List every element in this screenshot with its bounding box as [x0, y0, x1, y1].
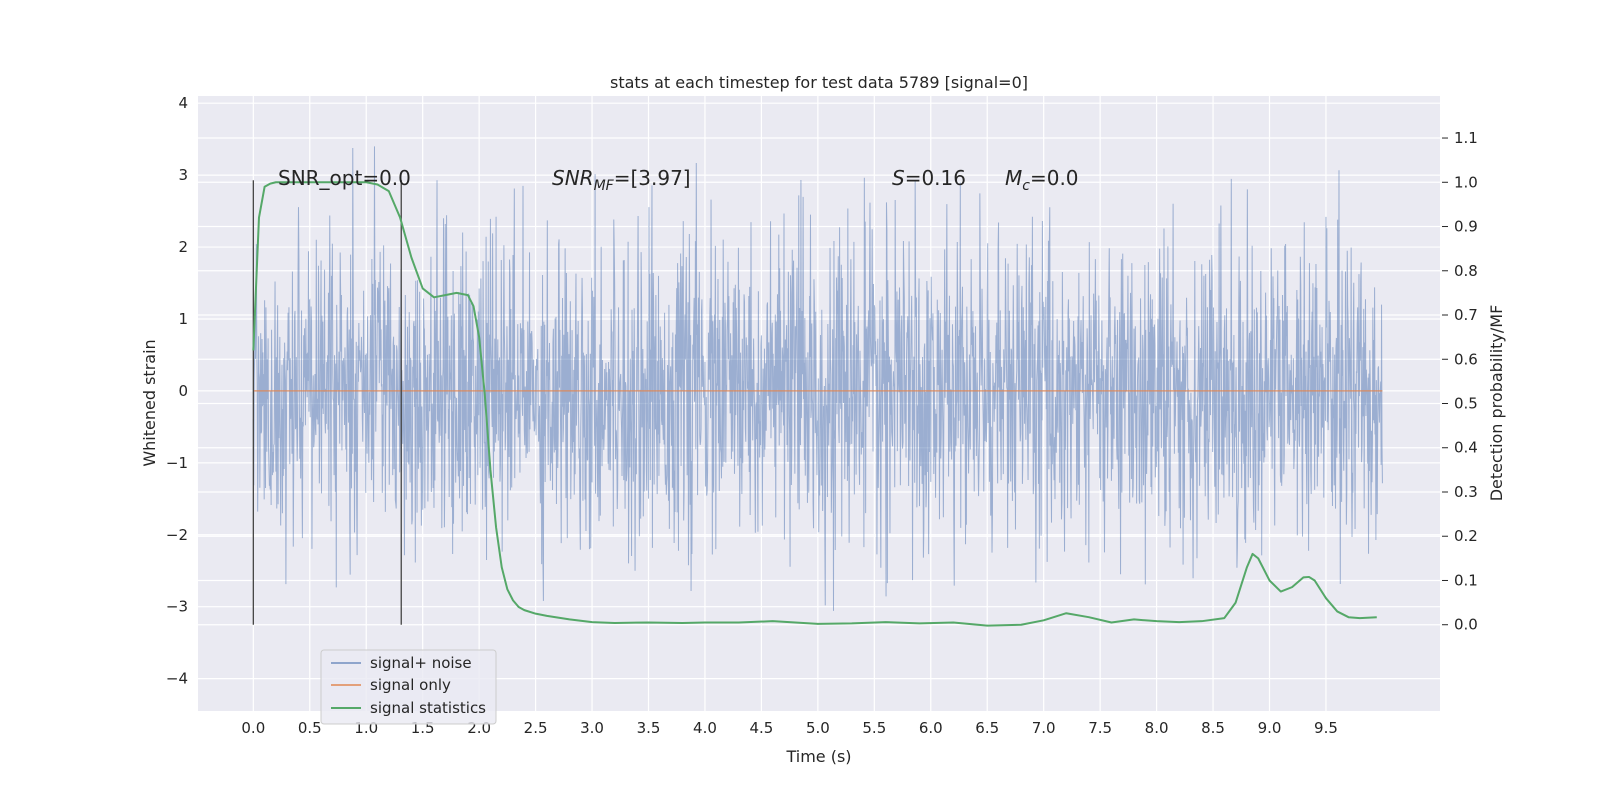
y2-tick-label: 0.1 — [1454, 571, 1478, 589]
y2-tick-label: 0.0 — [1454, 616, 1478, 634]
y2-tick-label: 1.1 — [1454, 129, 1478, 147]
x-tick-label: 3.5 — [637, 719, 661, 737]
legend: signal+ noise signal only signal statist… — [320, 649, 497, 725]
x-tick-label: 4.5 — [749, 719, 773, 737]
annotation-snr-opt: SNR_opt=0.0 — [278, 166, 411, 190]
series-signal-plus-noise — [252, 146, 1383, 611]
y-axis-label: Whitened strain — [140, 339, 159, 466]
y2-tick-label: 0.3 — [1454, 483, 1478, 501]
y2-tick-label: 0.5 — [1454, 395, 1478, 413]
x-tick-label: 7.0 — [1032, 719, 1056, 737]
x-tick-label: 5.5 — [862, 719, 886, 737]
y2-tick-label: 1.0 — [1454, 173, 1478, 191]
x-tick-label: 4.0 — [693, 719, 717, 737]
x-tick-label: 9.0 — [1258, 719, 1282, 737]
legend-box — [320, 649, 497, 725]
y-tick-label: −2 — [166, 526, 188, 544]
legend-label-signal-plus-noise: signal+ noise — [370, 654, 472, 672]
x-tick-label: 9.5 — [1314, 719, 1338, 737]
legend-label-signal-only: signal only — [370, 676, 451, 694]
annotation-mc: Mc=0.0 — [1005, 166, 1079, 194]
x-tick-label: 5.0 — [806, 719, 830, 737]
y2-tick-label: 0.8 — [1454, 262, 1478, 280]
x-tick-label: 6.5 — [975, 719, 999, 737]
ticks: 0.0 0.5 1.0 1.5 2.0 2.5 3.0 3.5 4.0 4.5 5.0 5.5 6.0 6… — [166, 94, 1478, 737]
x-tick-label: 8.5 — [1201, 719, 1225, 737]
x-tick-label: 8.0 — [1145, 719, 1169, 737]
signal-plus-noise-line — [252, 146, 1383, 611]
y-tick-label: 0 — [178, 382, 188, 400]
y2-tick-label: 0.9 — [1454, 218, 1478, 236]
y2-tick-label: 0.4 — [1454, 439, 1478, 457]
legend-label-signal-statistics: signal statistics — [370, 699, 486, 717]
y-tick-label: 1 — [178, 310, 188, 328]
x-tick-label: 0.5 — [298, 719, 322, 737]
y-tick-label: −4 — [166, 670, 188, 688]
chart-title: stats at each timestep for test data 578… — [610, 73, 1028, 92]
y-tick-label: 4 — [178, 94, 188, 112]
series-signal-statistics — [252, 181, 1377, 627]
x-tick-label: 7.5 — [1088, 719, 1112, 737]
y2-tick-label: 0.7 — [1454, 306, 1478, 324]
x-tick-label: 2.5 — [524, 719, 548, 737]
x-tick-label: 6.0 — [919, 719, 943, 737]
x-tick-label: 3.0 — [580, 719, 604, 737]
y-tick-label: 3 — [178, 166, 188, 184]
annotation-snr-mf: SNRMF=[3.97] — [552, 166, 691, 194]
vertical-markers — [252, 180, 402, 625]
y2-axis-label: Detection probability/MF — [1487, 305, 1506, 502]
y-tick-label: −3 — [166, 598, 188, 616]
y2-tick-label: 0.6 — [1454, 350, 1478, 368]
y-tick-label: 2 — [178, 238, 188, 256]
x-tick-label: 0.0 — [241, 719, 265, 737]
signal-statistics-line — [252, 181, 1377, 627]
x-axis-label: Time (s) — [785, 747, 851, 766]
y2-tick-label: 0.2 — [1454, 527, 1478, 545]
y-tick-label: −1 — [166, 454, 188, 472]
annotation-s: S=0.16 — [892, 166, 966, 190]
